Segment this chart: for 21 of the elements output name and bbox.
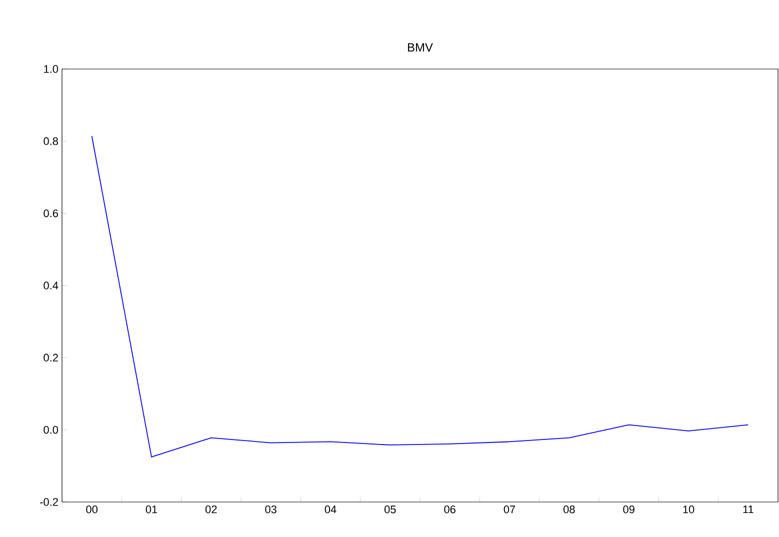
x-tick-label: 09 bbox=[623, 506, 634, 514]
y-tick-label: 0.8 bbox=[44, 137, 58, 146]
y-tick-label: 0.2 bbox=[44, 354, 58, 362]
x-tick-label: 01 bbox=[146, 506, 158, 514]
x-tick-label: 07 bbox=[504, 506, 516, 514]
x-tick-label: 02 bbox=[205, 506, 217, 514]
x-tick-label: 05 bbox=[384, 506, 396, 514]
line-series bbox=[91, 136, 749, 458]
y-tick-label: 1.0 bbox=[44, 65, 58, 73]
y-tick-label: -0.2 bbox=[40, 498, 58, 506]
x-tick-label: 11 bbox=[743, 506, 754, 514]
y-tick-label: 0.6 bbox=[44, 209, 58, 218]
chart-title: BMV bbox=[408, 43, 433, 52]
x-tick-label: 06 bbox=[444, 506, 456, 514]
y-tick-label: 0.4 bbox=[44, 282, 58, 290]
x-tick-label: 00 bbox=[86, 506, 98, 514]
x-tick-label: 10 bbox=[683, 506, 694, 514]
x-tick-label: 08 bbox=[564, 506, 575, 514]
x-tick-label: 03 bbox=[265, 506, 276, 514]
y-tick-label: 0.0 bbox=[44, 426, 58, 434]
x-tick-label: 04 bbox=[324, 506, 336, 514]
